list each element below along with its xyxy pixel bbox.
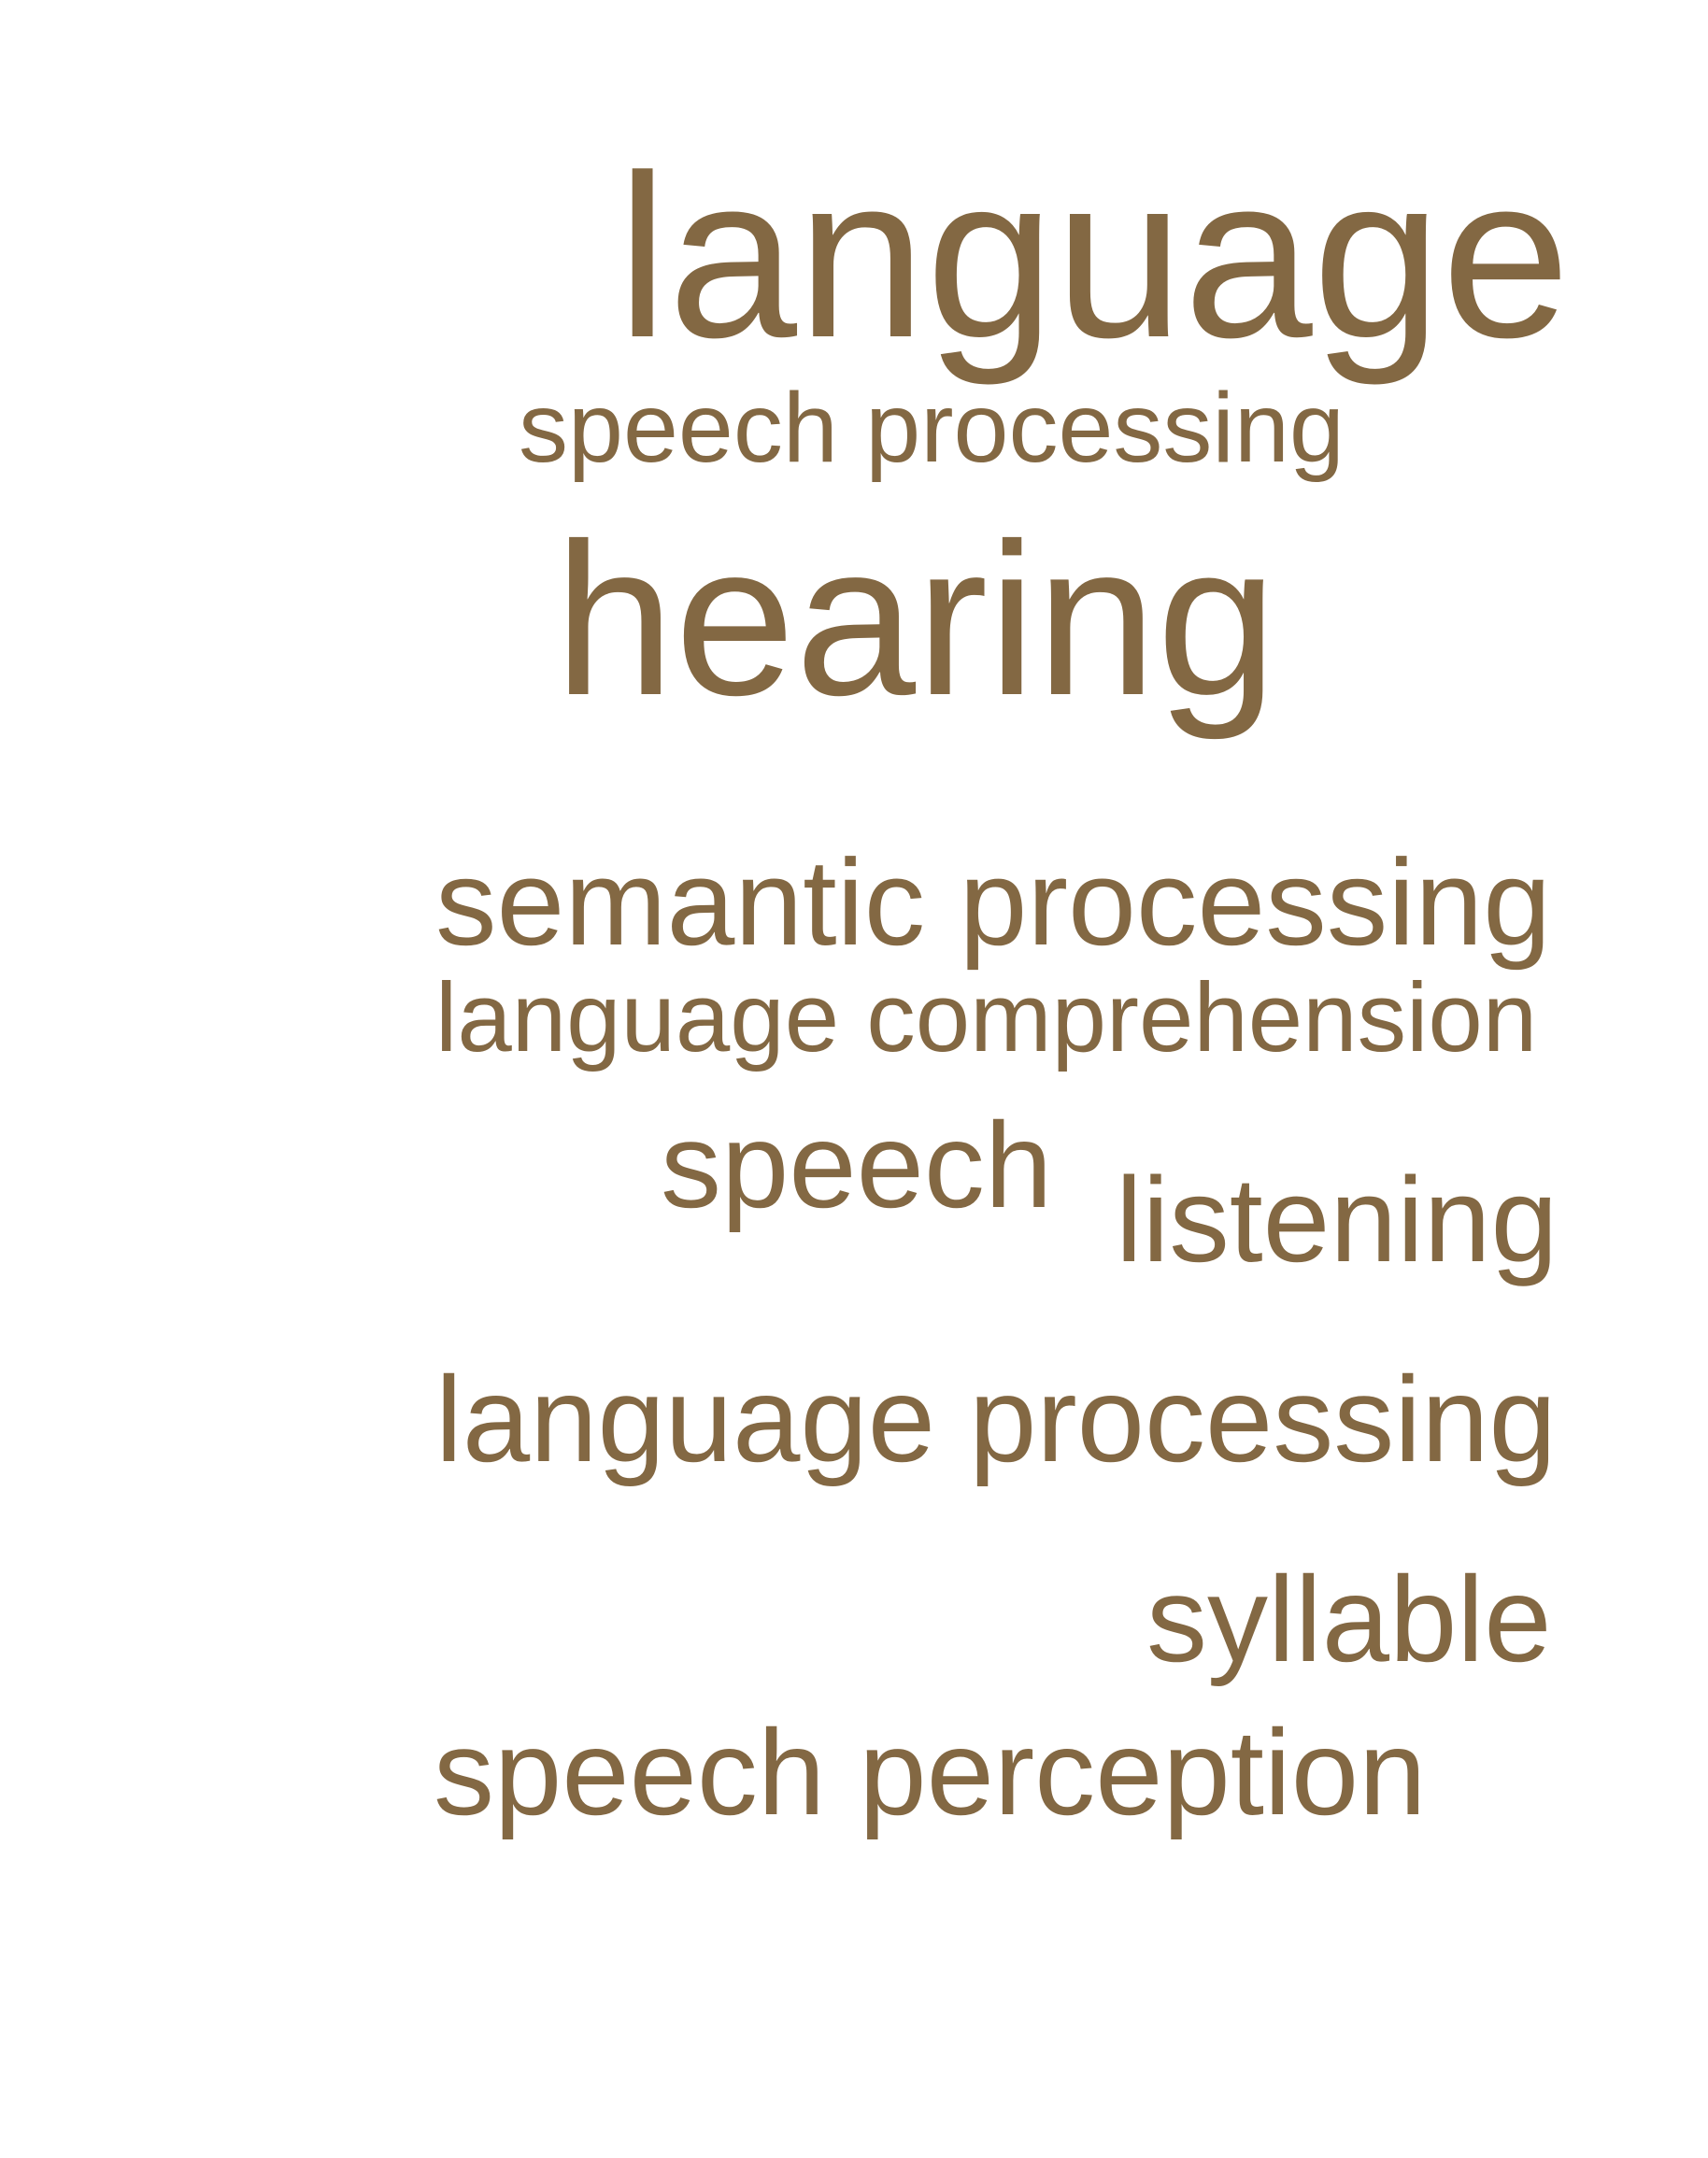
word-language: language	[617, 126, 1571, 386]
word-listening: listening	[1116, 1153, 1559, 1287]
word-speech-perception: speech perception	[434, 1704, 1427, 1840]
word-hearing: hearing	[554, 499, 1277, 741]
word-syllable: syllable	[1146, 1551, 1552, 1687]
word-speech: speech	[661, 1097, 1053, 1233]
word-speech-processing: speech processing	[519, 373, 1345, 483]
word-language-processing: language processing	[435, 1351, 1557, 1487]
word-semantic-processing: semantic processing	[435, 833, 1552, 971]
word-language-comprehension: language comprehension	[435, 963, 1538, 1072]
